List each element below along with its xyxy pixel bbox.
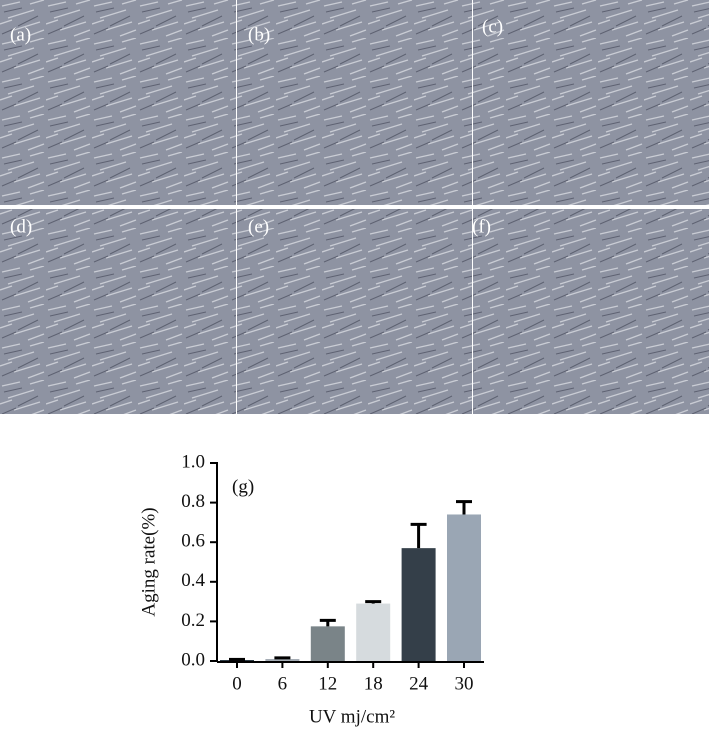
x-tick-label: 30	[455, 673, 474, 694]
x-tick-label: 12	[318, 673, 337, 694]
x-tick-label: 24	[409, 673, 429, 694]
bar	[356, 603, 391, 661]
bar	[447, 514, 481, 661]
micrograph	[237, 0, 472, 205]
micrographs: (a) (b) (c) (d) (e) (f)	[0, 0, 709, 414]
x-axis-label: UV mj/cm²	[309, 706, 395, 727]
micrograph	[473, 0, 709, 205]
y-axis-label: Aging rate(%)	[138, 507, 159, 616]
y-tick-label: 1.0	[181, 451, 205, 472]
panel-label: (c)	[482, 16, 503, 37]
x-tick-label: 0	[232, 673, 242, 694]
y-tick-label: 0.0	[181, 649, 205, 670]
y-tick-label: 0.4	[181, 570, 205, 591]
x-tick-label: 18	[364, 673, 383, 694]
panel-label: (f)	[472, 216, 491, 237]
micrograph	[473, 209, 709, 414]
panel-label: (e)	[248, 216, 269, 237]
micrograph	[0, 0, 236, 205]
micrograph	[0, 209, 236, 414]
panel-label: (b)	[248, 24, 270, 45]
bar	[401, 548, 436, 661]
panel-label: (a)	[10, 24, 31, 45]
y-tick-label: 0.8	[181, 491, 205, 512]
micrograph	[237, 209, 472, 414]
x-tick-label: 6	[278, 673, 288, 694]
bar	[310, 626, 345, 661]
y-tick-label: 0.2	[181, 610, 205, 631]
bar	[265, 659, 300, 661]
panel-label: (g)	[232, 476, 254, 497]
panel-label: (d)	[10, 216, 32, 237]
y-tick-label: 0.6	[181, 531, 205, 552]
